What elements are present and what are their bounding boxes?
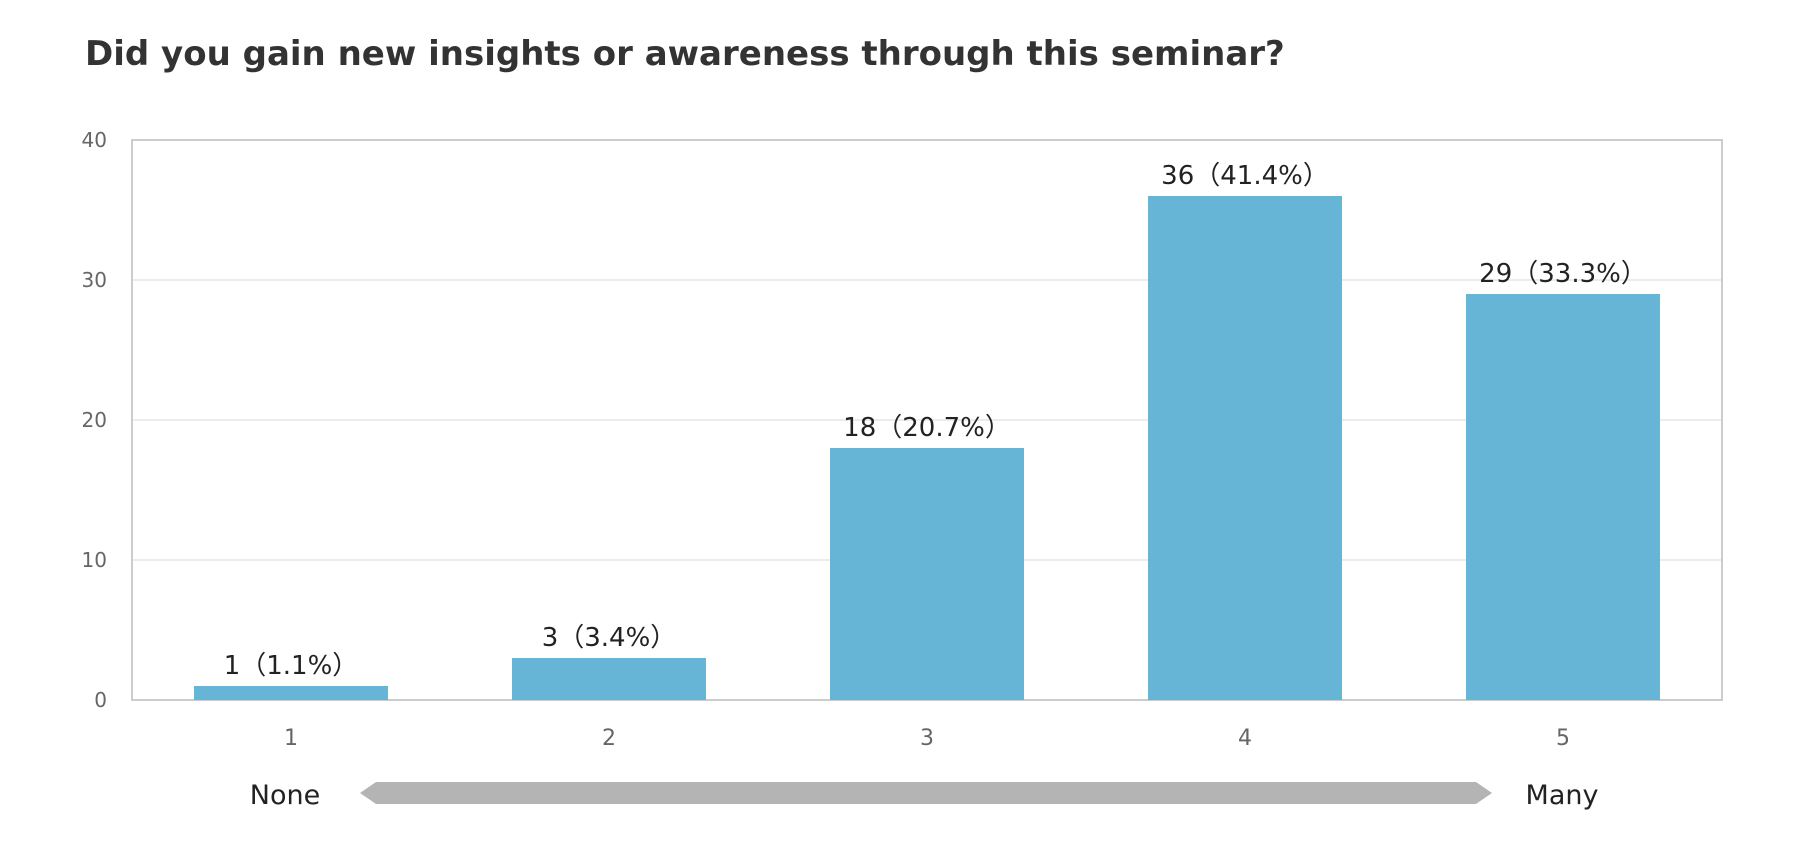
- data-label-2: 3（3.4%）: [542, 623, 677, 653]
- y-tick-label: 0: [94, 688, 107, 712]
- chart-title: Did you gain new insights or awareness t…: [85, 34, 1285, 74]
- bar-3: [830, 448, 1024, 700]
- double-arrow-icon: [360, 782, 1492, 804]
- bar-2: [512, 658, 706, 700]
- bar-1: [194, 686, 388, 700]
- scale-high-label: Many: [1526, 780, 1599, 811]
- x-tick-label: 5: [1556, 726, 1570, 751]
- data-label-4: 36（41.4%）: [1161, 161, 1329, 191]
- x-tick-label: 1: [284, 726, 298, 751]
- y-tick-label: 40: [82, 128, 107, 152]
- x-tick-label: 4: [1238, 726, 1252, 751]
- x-axis-ticks: 1 2 3 4 5: [284, 726, 1570, 751]
- data-label-3: 18（20.7%）: [843, 413, 1011, 443]
- data-label-1: 1（1.1%）: [224, 651, 359, 681]
- x-tick-label: 3: [920, 726, 934, 751]
- bar-4: [1148, 196, 1342, 700]
- bars: [194, 196, 1660, 700]
- y-tick-label: 30: [82, 268, 107, 292]
- data-labels: 1（1.1%） 3（3.4%） 18（20.7%） 36（41.4%） 29（33.3%…: [224, 161, 1647, 681]
- bar-5: [1466, 294, 1660, 700]
- x-tick-label: 2: [602, 726, 616, 751]
- data-label-5: 29（33.3%）: [1479, 259, 1647, 289]
- y-tick-label: 20: [82, 408, 107, 432]
- scale-low-label: None: [250, 780, 320, 811]
- scale-arrow-group: None Many: [250, 780, 1599, 811]
- y-axis-ticks: 0 10 20 30 40: [82, 128, 107, 712]
- y-tick-label: 10: [82, 548, 107, 572]
